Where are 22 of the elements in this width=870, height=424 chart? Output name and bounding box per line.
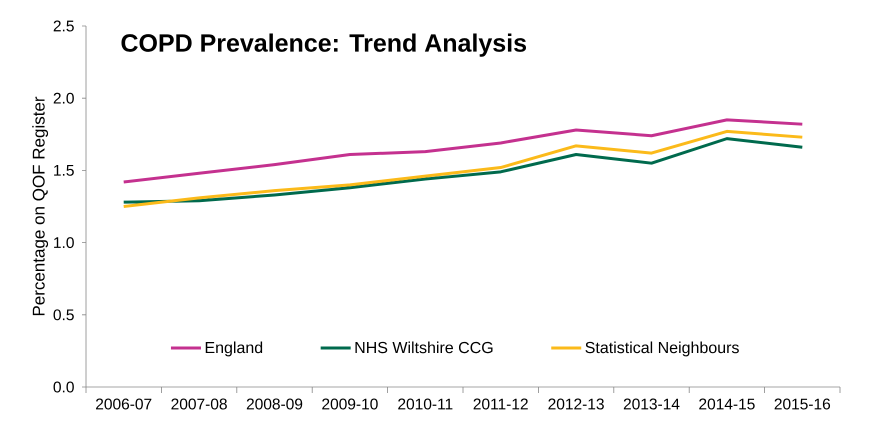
y-tick-label: 2.0 <box>54 92 74 104</box>
y-tick-label: 0.5 <box>54 309 74 320</box>
x-tick-label: 2009-10 <box>322 398 378 410</box>
x-tick-label: 2015-16 <box>774 398 830 410</box>
y-tick-label: 2.5 <box>54 20 74 32</box>
y-axis-title: Percentage on QOF Register <box>32 96 48 316</box>
x-tick-label: 2008-09 <box>246 398 302 410</box>
line-series <box>122 118 804 184</box>
chart-title: COPD Prevalence: Trend Analysis <box>121 33 526 57</box>
x-tick-label: 2007-08 <box>171 398 227 410</box>
y-tick-label: 1.5 <box>54 164 74 176</box>
x-tick-label: 2013-14 <box>624 398 680 410</box>
legend-label: NHS Wiltshire CCG <box>355 341 493 354</box>
x-tick-label: 2010-11 <box>398 398 452 410</box>
x-tick-label: 2011-12 <box>474 398 528 410</box>
legend-label: England <box>206 341 262 356</box>
y-tick-label: 0.0 <box>54 382 74 392</box>
y-tick-label: 1.0 <box>54 237 74 248</box>
x-tick-label: 2006-07 <box>96 398 152 410</box>
x-tick-label: 2012-13 <box>548 398 604 410</box>
legend-label: Statistical Neighbours <box>585 341 739 356</box>
x-tick-label: 2014-15 <box>699 398 755 410</box>
